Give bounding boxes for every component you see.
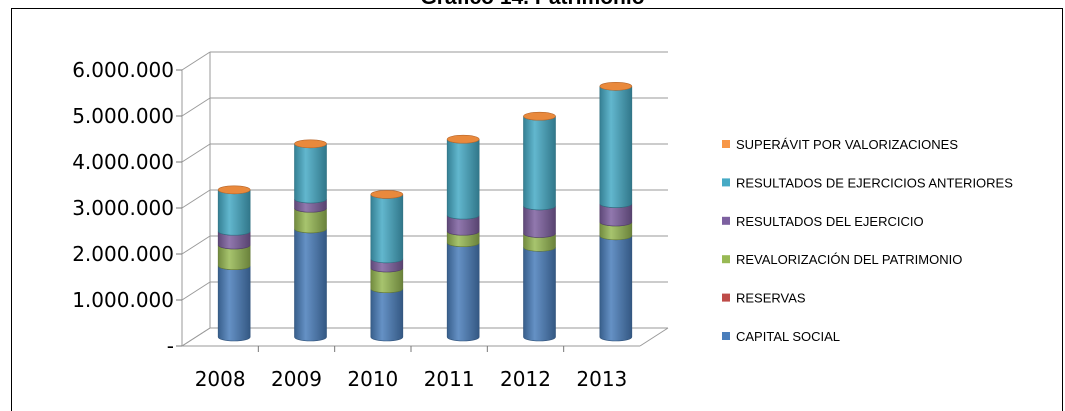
legend-swatch (722, 332, 730, 340)
bar-segment-2012-0 (523, 247, 556, 342)
bar-cap-2012 (523, 111, 556, 121)
chart-frame (11, 8, 1063, 411)
side-gridline (181, 189, 211, 209)
legend-label: RESULTADOS DE EJERCICIOS ANTERIORES (736, 175, 1013, 190)
bar-segment-2011-0 (446, 242, 480, 342)
bar-segment-2012-3 (523, 205, 556, 238)
bar-segment-2010-0 (370, 288, 404, 342)
y-tick-label: - (167, 334, 174, 358)
legend-label: REVALORIZACIÓN DEL PATRIMONIO (736, 252, 962, 267)
x-tick-label: 2012 (500, 367, 551, 391)
side-gridline (181, 51, 211, 71)
legend-swatch (722, 140, 730, 148)
gridlines (176, 51, 668, 347)
legend: SUPERÁVIT POR VALORIZACIONES RESULTADOS D… (722, 137, 1013, 344)
y-tick-label: 5.000.000 (72, 104, 174, 128)
side-gridline (181, 327, 211, 347)
chart-title: Gráfico 14. Patrimonio (0, 0, 1065, 10)
side-gridline (181, 143, 211, 163)
chart-walls (181, 52, 669, 347)
legend-label: RESULTADOS DEL EJERCICIO (736, 214, 924, 229)
y-tick-label: 2.000.000 (72, 242, 174, 266)
bar-segment-2012-4 (523, 116, 556, 211)
legend-swatch (722, 216, 730, 225)
x-tick-label: 2011 (424, 367, 475, 391)
bar-cap-2013 (599, 82, 633, 91)
x-tick-label: 2009 (271, 367, 322, 391)
y-tick-label: 4.000.000 (72, 150, 174, 174)
bar-segment-2008-4 (217, 189, 251, 236)
x-axis-ticks: 2008 2009 2010 2011 2012 2013 (195, 346, 627, 391)
legend-swatch (722, 255, 730, 264)
y-axis-ticks: - 1.000.000 2.000.000 3.000.000 4.000.000 5.0… (72, 58, 174, 358)
x-tick-label: 2013 (576, 367, 627, 391)
legend-swatch (722, 293, 730, 302)
floor-right-edge (639, 327, 669, 347)
side-gridline (181, 281, 211, 301)
bar-segment-2013-0 (599, 235, 633, 342)
bar-segment-2013-4 (599, 86, 633, 208)
legend-label: RESERVAS (736, 291, 806, 306)
y-tick-label: 3.000.000 (72, 196, 174, 220)
bar-segment-2008-0 (217, 265, 251, 342)
side-gridline (181, 97, 211, 117)
bar-segment-2009-0 (294, 228, 327, 342)
bar-cap-2008 (217, 185, 251, 195)
bar-cap-2010 (370, 190, 404, 199)
x-tick-label: 2010 (347, 367, 398, 391)
x-tick-label: 2008 (195, 367, 246, 391)
legend-label: SUPERÁVIT POR VALORIZACIONES (736, 137, 958, 152)
bar-segment-2009-4 (294, 143, 327, 204)
bar-cap-2011 (446, 134, 480, 144)
bar-segment-2011-4 (446, 139, 480, 220)
bar-cap-2009 (294, 139, 327, 149)
side-gridline (181, 235, 211, 255)
legend-label: CAPITAL SOCIAL (736, 329, 840, 344)
bar-segment-2010-4 (370, 194, 404, 264)
legend-swatch (722, 178, 730, 187)
y-tick-label: 1.000.000 (72, 288, 174, 312)
bars (217, 82, 633, 342)
y-tick-label: 6.000.000 (72, 58, 174, 82)
